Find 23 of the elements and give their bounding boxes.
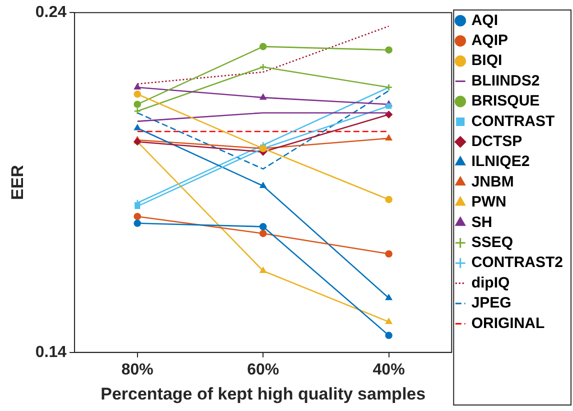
legend-label: ORIGINAL (471, 314, 545, 332)
legend-label: AQIP (471, 32, 508, 50)
x-axis-title: Percentage of kept high quality samples (100, 384, 426, 404)
y-tick-label: 0.24 (35, 4, 67, 22)
legend-label: ILNIQE2 (471, 153, 530, 170)
legend-label: JNBM (471, 173, 514, 190)
legend-label: JPEG (471, 294, 512, 312)
legend-label: BIQI (471, 52, 502, 70)
legend-label: CONTRAST (471, 112, 555, 130)
legend-label: SSEQ (471, 234, 514, 252)
y-tick-label: 0.14 (35, 344, 67, 361)
x-tick-label: 40% (372, 361, 405, 378)
legend-label: dipIQ (471, 274, 510, 292)
y-axis-title: EER (8, 165, 27, 200)
legend-label: PWN (471, 194, 506, 211)
legend-label: BRISQUE (471, 92, 540, 110)
x-tick-label: 60% (247, 361, 280, 378)
legend-label: DCTSP (471, 133, 522, 150)
legend-label: SH (471, 214, 492, 231)
legend-label: BLIINDS2 (471, 72, 540, 90)
x-tick-label: 80% (121, 361, 154, 378)
legend-label: AQI (471, 12, 498, 29)
legend-label: CONTRAST2 (471, 254, 563, 272)
